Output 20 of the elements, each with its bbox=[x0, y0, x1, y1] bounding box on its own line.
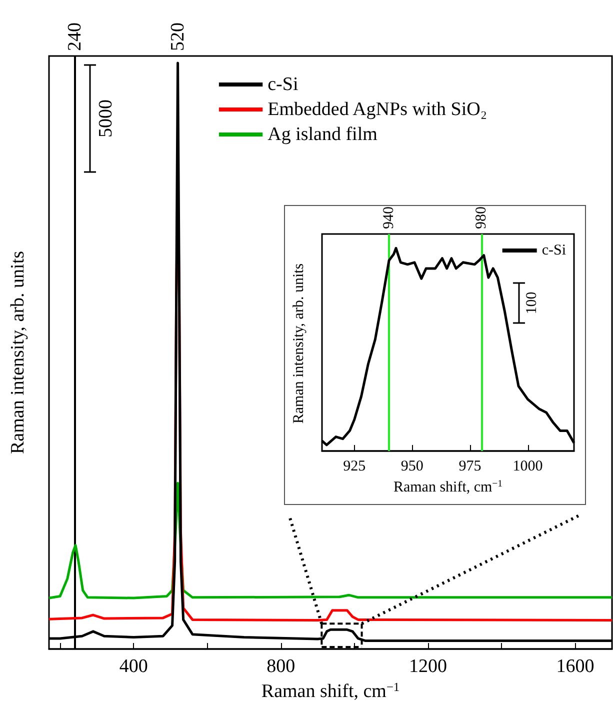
legend-label: c-Si bbox=[268, 74, 298, 95]
legend-label: Ag island film bbox=[268, 124, 378, 145]
legend-label: c-Si bbox=[542, 242, 566, 258]
y-axis-title: Raman intensity, arb. units bbox=[291, 263, 307, 424]
x-tick-label: 975 bbox=[458, 458, 482, 474]
annotation: 100 bbox=[524, 292, 540, 314]
ref-line-label: 240 bbox=[64, 22, 86, 51]
x-tick-label: 800 bbox=[266, 656, 296, 677]
ref-line-label: 940 bbox=[381, 206, 398, 229]
annotation: 520 bbox=[167, 22, 188, 52]
annotation: 5000 bbox=[96, 100, 117, 138]
x-tick-label: 1000 bbox=[512, 458, 543, 474]
legend-label: Embedded AgNPs with SiO₂ bbox=[268, 99, 487, 120]
x-tick-label: 1200 bbox=[409, 656, 448, 677]
ref-line-label: 980 bbox=[474, 206, 490, 229]
x-tick-label: 400 bbox=[119, 656, 148, 677]
x-tick-label: 950 bbox=[400, 458, 424, 474]
x-tick-label: 925 bbox=[343, 458, 366, 474]
x-tick-label: 1600 bbox=[556, 656, 594, 677]
y-axis-title: Raman intensity, arb. units bbox=[8, 251, 28, 454]
